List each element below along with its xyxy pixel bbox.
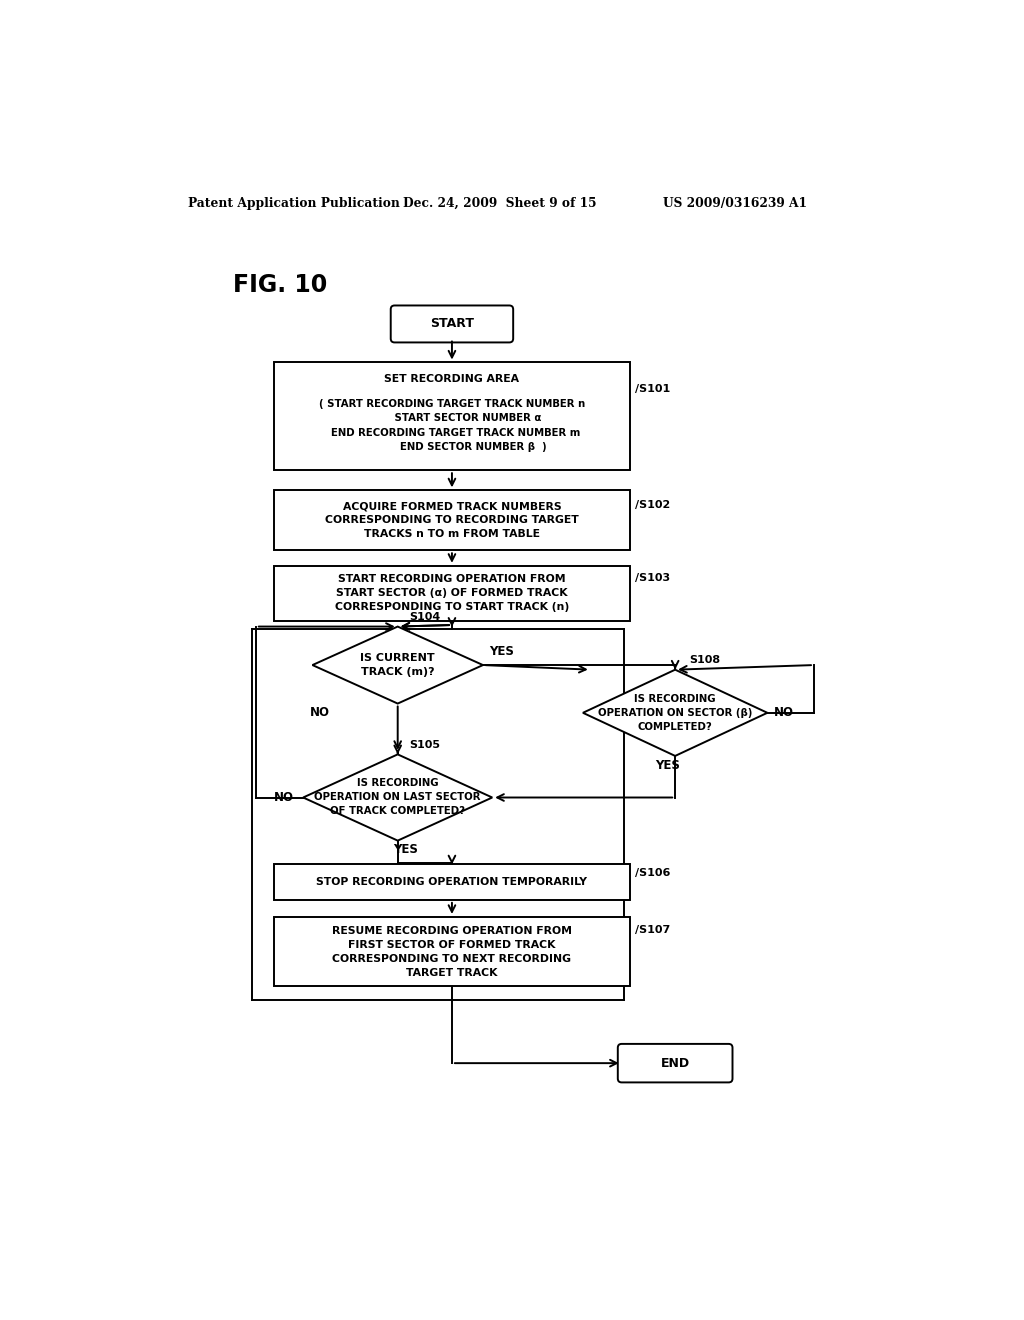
Bar <box>273 917 630 986</box>
Text: ( START RECORDING TARGET TRACK NUMBER n
         START SECTOR NUMBER α
  END REC: ( START RECORDING TARGET TRACK NUMBER n … <box>318 399 585 453</box>
Text: YES: YES <box>489 644 514 657</box>
Text: RESUME RECORDING OPERATION FROM
FIRST SECTOR OF FORMED TRACK
CORRESPONDING TO NE: RESUME RECORDING OPERATION FROM FIRST SE… <box>332 925 572 978</box>
Text: SET RECORDING AREA: SET RECORDING AREA <box>384 375 519 384</box>
Text: IS CURRENT
TRACK (m)?: IS CURRENT TRACK (m)? <box>360 653 435 677</box>
Text: US 2009/0316239 A1: US 2009/0316239 A1 <box>663 197 807 210</box>
Text: YES: YES <box>655 759 680 772</box>
Text: ∕S107: ∕S107 <box>635 925 670 935</box>
Text: S108: S108 <box>689 655 720 665</box>
Text: S104: S104 <box>410 612 440 622</box>
Text: ∕S101: ∕S101 <box>635 384 670 395</box>
Text: S105: S105 <box>410 739 440 750</box>
Text: Patent Application Publication: Patent Application Publication <box>188 197 400 210</box>
Text: STOP RECORDING OPERATION TEMPORARILY: STOP RECORDING OPERATION TEMPORARILY <box>316 878 588 887</box>
Text: IS RECORDING
OPERATION ON SECTOR (β)
COMPLETED?: IS RECORDING OPERATION ON SECTOR (β) COM… <box>598 694 753 731</box>
FancyBboxPatch shape <box>391 305 513 342</box>
Polygon shape <box>583 669 767 756</box>
Text: YES: YES <box>393 843 418 857</box>
Text: NO: NO <box>273 791 294 804</box>
Polygon shape <box>303 755 493 841</box>
FancyBboxPatch shape <box>617 1044 732 1082</box>
Polygon shape <box>312 627 483 704</box>
Text: NO: NO <box>310 706 330 719</box>
Bar <box>273 490 630 550</box>
Text: ACQUIRE FORMED TRACK NUMBERS
CORRESPONDING TO RECORDING TARGET
TRACKS n TO m FRO: ACQUIRE FORMED TRACK NUMBERS CORRESPONDI… <box>325 502 579 540</box>
Text: ∕S103: ∕S103 <box>635 573 670 583</box>
Text: START RECORDING OPERATION FROM
START SECTOR (α) OF FORMED TRACK
CORRESPONDING TO: START RECORDING OPERATION FROM START SEC… <box>335 574 569 612</box>
Text: Dec. 24, 2009  Sheet 9 of 15: Dec. 24, 2009 Sheet 9 of 15 <box>403 197 597 210</box>
Text: ∕S106: ∕S106 <box>635 869 671 878</box>
Bar <box>273 363 630 470</box>
Text: FIG. 10: FIG. 10 <box>232 273 327 297</box>
Text: NO: NO <box>773 706 794 719</box>
Bar <box>273 566 630 622</box>
Text: IS RECORDING
OPERATION ON LAST SECTOR
OF TRACK COMPLETED?: IS RECORDING OPERATION ON LAST SECTOR OF… <box>314 779 481 817</box>
Text: END: END <box>660 1056 690 1069</box>
Text: START: START <box>430 317 474 330</box>
Bar <box>273 865 630 900</box>
Text: ∕S102: ∕S102 <box>635 500 670 510</box>
